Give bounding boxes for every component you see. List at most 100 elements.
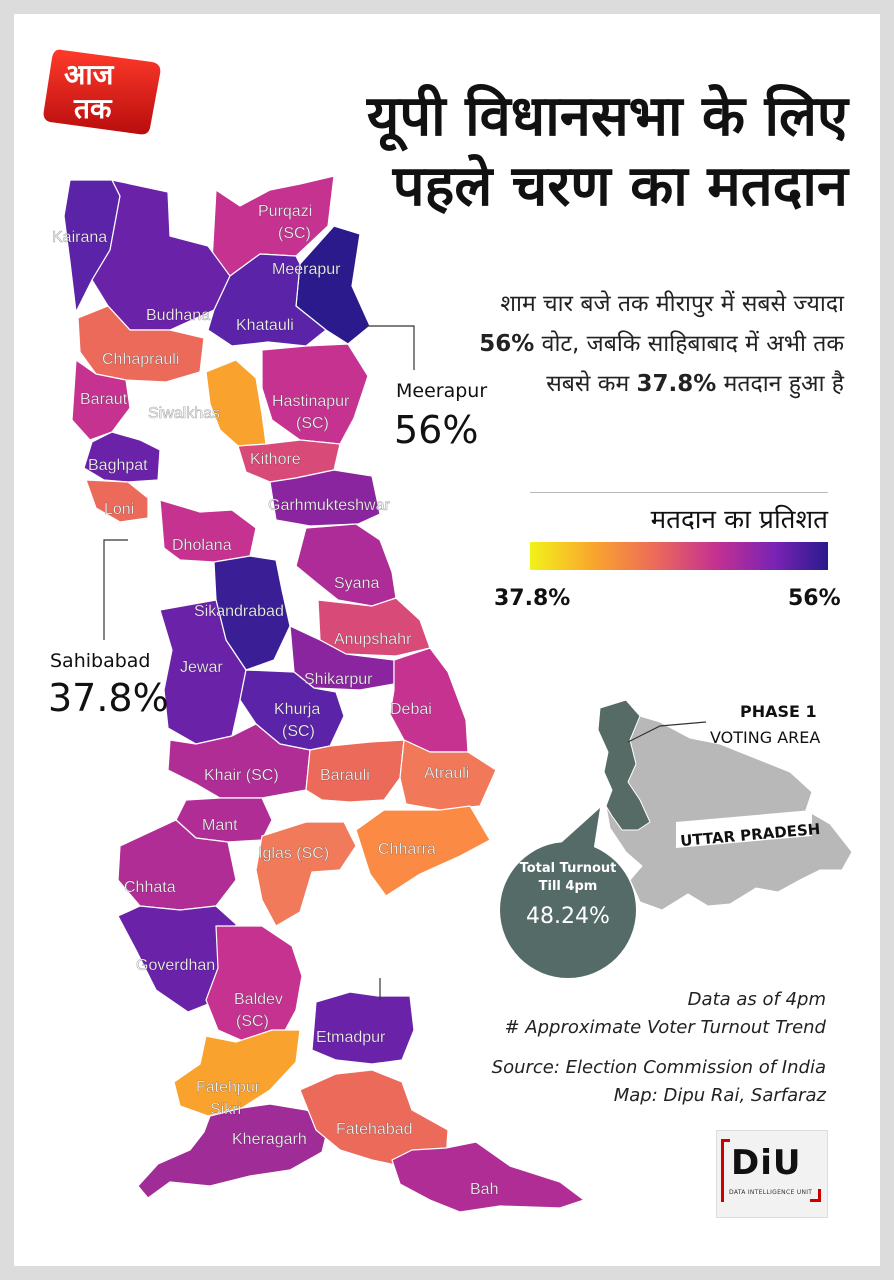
label-debai: Debai [390,701,432,718]
region-etmadpur [311,991,415,1065]
label-khurja: Khurja [274,701,320,718]
label-khatauli: Khatauli [236,317,294,334]
legend-title: मतदान का प्रतिशत [650,505,828,535]
region-hastinapur [261,343,369,445]
label-khair-sc: Khair (SC) [204,767,279,784]
turnout-value: 48.24% [526,904,610,929]
label-chhaprauli: Chhaprauli [102,351,179,368]
region-fatehpur [173,1029,301,1117]
label-garhmukteshwar: Garhmukteshwar [268,497,390,514]
region-garhmukteshwar [269,469,381,527]
region-baghpat [83,431,161,483]
label-chhata: Chhata [124,879,176,896]
sublabel-purqazi: (SC) [278,225,311,242]
label-etmadpur: Etmadpur [316,1029,386,1046]
label-baghpat: Baghpat [88,457,148,474]
label-mant: Mant [202,817,238,834]
note-approximate: # Approximate Voter Turnout Trend [504,1017,827,1038]
legend-max-label: 56% [788,586,841,611]
note-data-time: Data as of 4pm [687,989,826,1010]
label-kairana: Kairana [52,229,107,246]
label-siwalkhas: Siwalkhas [148,405,220,422]
region-baraut [71,359,131,441]
logo-word-2: तक [73,92,113,125]
label-meerapur: Meerapur [272,261,341,278]
aajtak-logo: आज तक [43,49,161,135]
turnout-caption-line-1: Total Turnout [519,861,617,876]
region-kheragarh [137,1103,331,1199]
up-state-shape [597,699,853,911]
label-budhana: Budhana [146,307,210,324]
turnout-caption-line-2: Till 4pm [538,879,598,894]
title-line-1: यूपी विधानसभा के लिए [366,84,848,149]
label-fatehabad: Fatehabad [336,1121,413,1138]
label-baraut: Baraut [80,391,128,408]
label-dholana: Dholana [172,537,232,554]
top-callout-name: Meerapur [396,380,488,402]
summary-part-2: वोट, जबकि साहिबाबाद में अभी तक सबसे कम [534,331,844,397]
region-barauli [305,739,405,803]
label-iglas-sc: Iglas (SC) [258,845,329,862]
sublabel-fatehpur: Sikri [210,1101,241,1118]
phase-label: PHASE 1 [740,702,817,721]
bottom-callout-value: 37.8% [48,676,169,720]
sublabel-baldev: (SC) [236,1013,269,1030]
label-bah: Bah [470,1181,498,1198]
region-chharra [355,805,491,897]
summary-low: 37.8% [636,371,717,397]
diu-logo: DiU DATA INTELLIGENCE UNIT [716,1130,828,1218]
bottom-callout-name: Sahibabad [50,650,151,672]
label-barauli: Barauli [320,767,370,784]
label-goverdhan: Goverdhan [136,957,215,974]
turnout-caption: Total Turnout Till 4pm [500,860,636,896]
legend-color-scale [530,542,828,570]
label-atrauli: Atrauli [424,765,469,782]
label-sikandrabad: Sikandrabad [194,603,284,620]
logo-word-1: आज [64,58,115,91]
label-anupshahr: Anupshahr [334,631,412,648]
sublabel-hastinapur: (SC) [296,415,329,432]
region-fatehabad [299,1069,449,1169]
label-syana: Syana [334,575,379,592]
voting-area-label: VOTING AREA [710,728,821,747]
region-loni [85,479,149,523]
region-chhaprauli [77,305,205,383]
title-line-2: पहले चरण का मतदान [392,154,848,219]
region-khatauli [207,253,327,347]
summary-high: 56% [479,331,535,357]
summary-part-3: मतदान हुआ है [716,371,844,397]
label-jewar: Jewar [180,659,223,676]
region-iglas-sc [255,821,357,927]
sublabel-khurja: (SC) [282,723,315,740]
summary-part-1: शाम चार बजे तक मीरापुर में सबसे ज्यादा [500,291,844,317]
summary-text: शाम चार बजे तक मीरापुर में सबसे ज्यादा 5… [464,284,844,404]
meerapur-leader-line [366,325,415,370]
legend-divider [530,492,828,493]
label-shikarpur: Shikarpur [304,671,373,688]
note-credits: Map: Dipu Rai, Sarfaraz [613,1085,826,1106]
total-turnout-badge: Total Turnout Till 4pm 48.24% [500,842,636,978]
phase-leader-line [627,721,707,743]
label-hastinapur: Hastinapur [272,393,350,410]
diu-logo-text: DiU [731,1143,802,1183]
label-loni: Loni [104,501,134,518]
region-bah [391,1141,585,1213]
label-fatehpur: Fatehpur [196,1079,261,1096]
label-baldev: Baldev [234,991,283,1008]
label-purqazi: Purqazi [258,203,312,220]
label-chharra: Chharra [378,841,436,858]
label-kithore: Kithore [250,451,301,468]
note-source: Source: Election Commission of India [491,1057,826,1078]
phase1-area-shape [597,699,651,831]
state-label-box [676,810,812,848]
label-kheragarh: Kheragarh [232,1131,307,1148]
top-callout-value: 56% [394,408,479,452]
region-atrauli [399,739,497,811]
sahibabad-leader-line [103,539,128,640]
diu-logo-subtext: DATA INTELLIGENCE UNIT [729,1189,813,1196]
legend-min-label: 37.8% [494,586,571,611]
region-chhata [117,819,237,911]
page-title: यूपी विधानसभा के लिए पहले चरण का मतदान [288,82,848,222]
